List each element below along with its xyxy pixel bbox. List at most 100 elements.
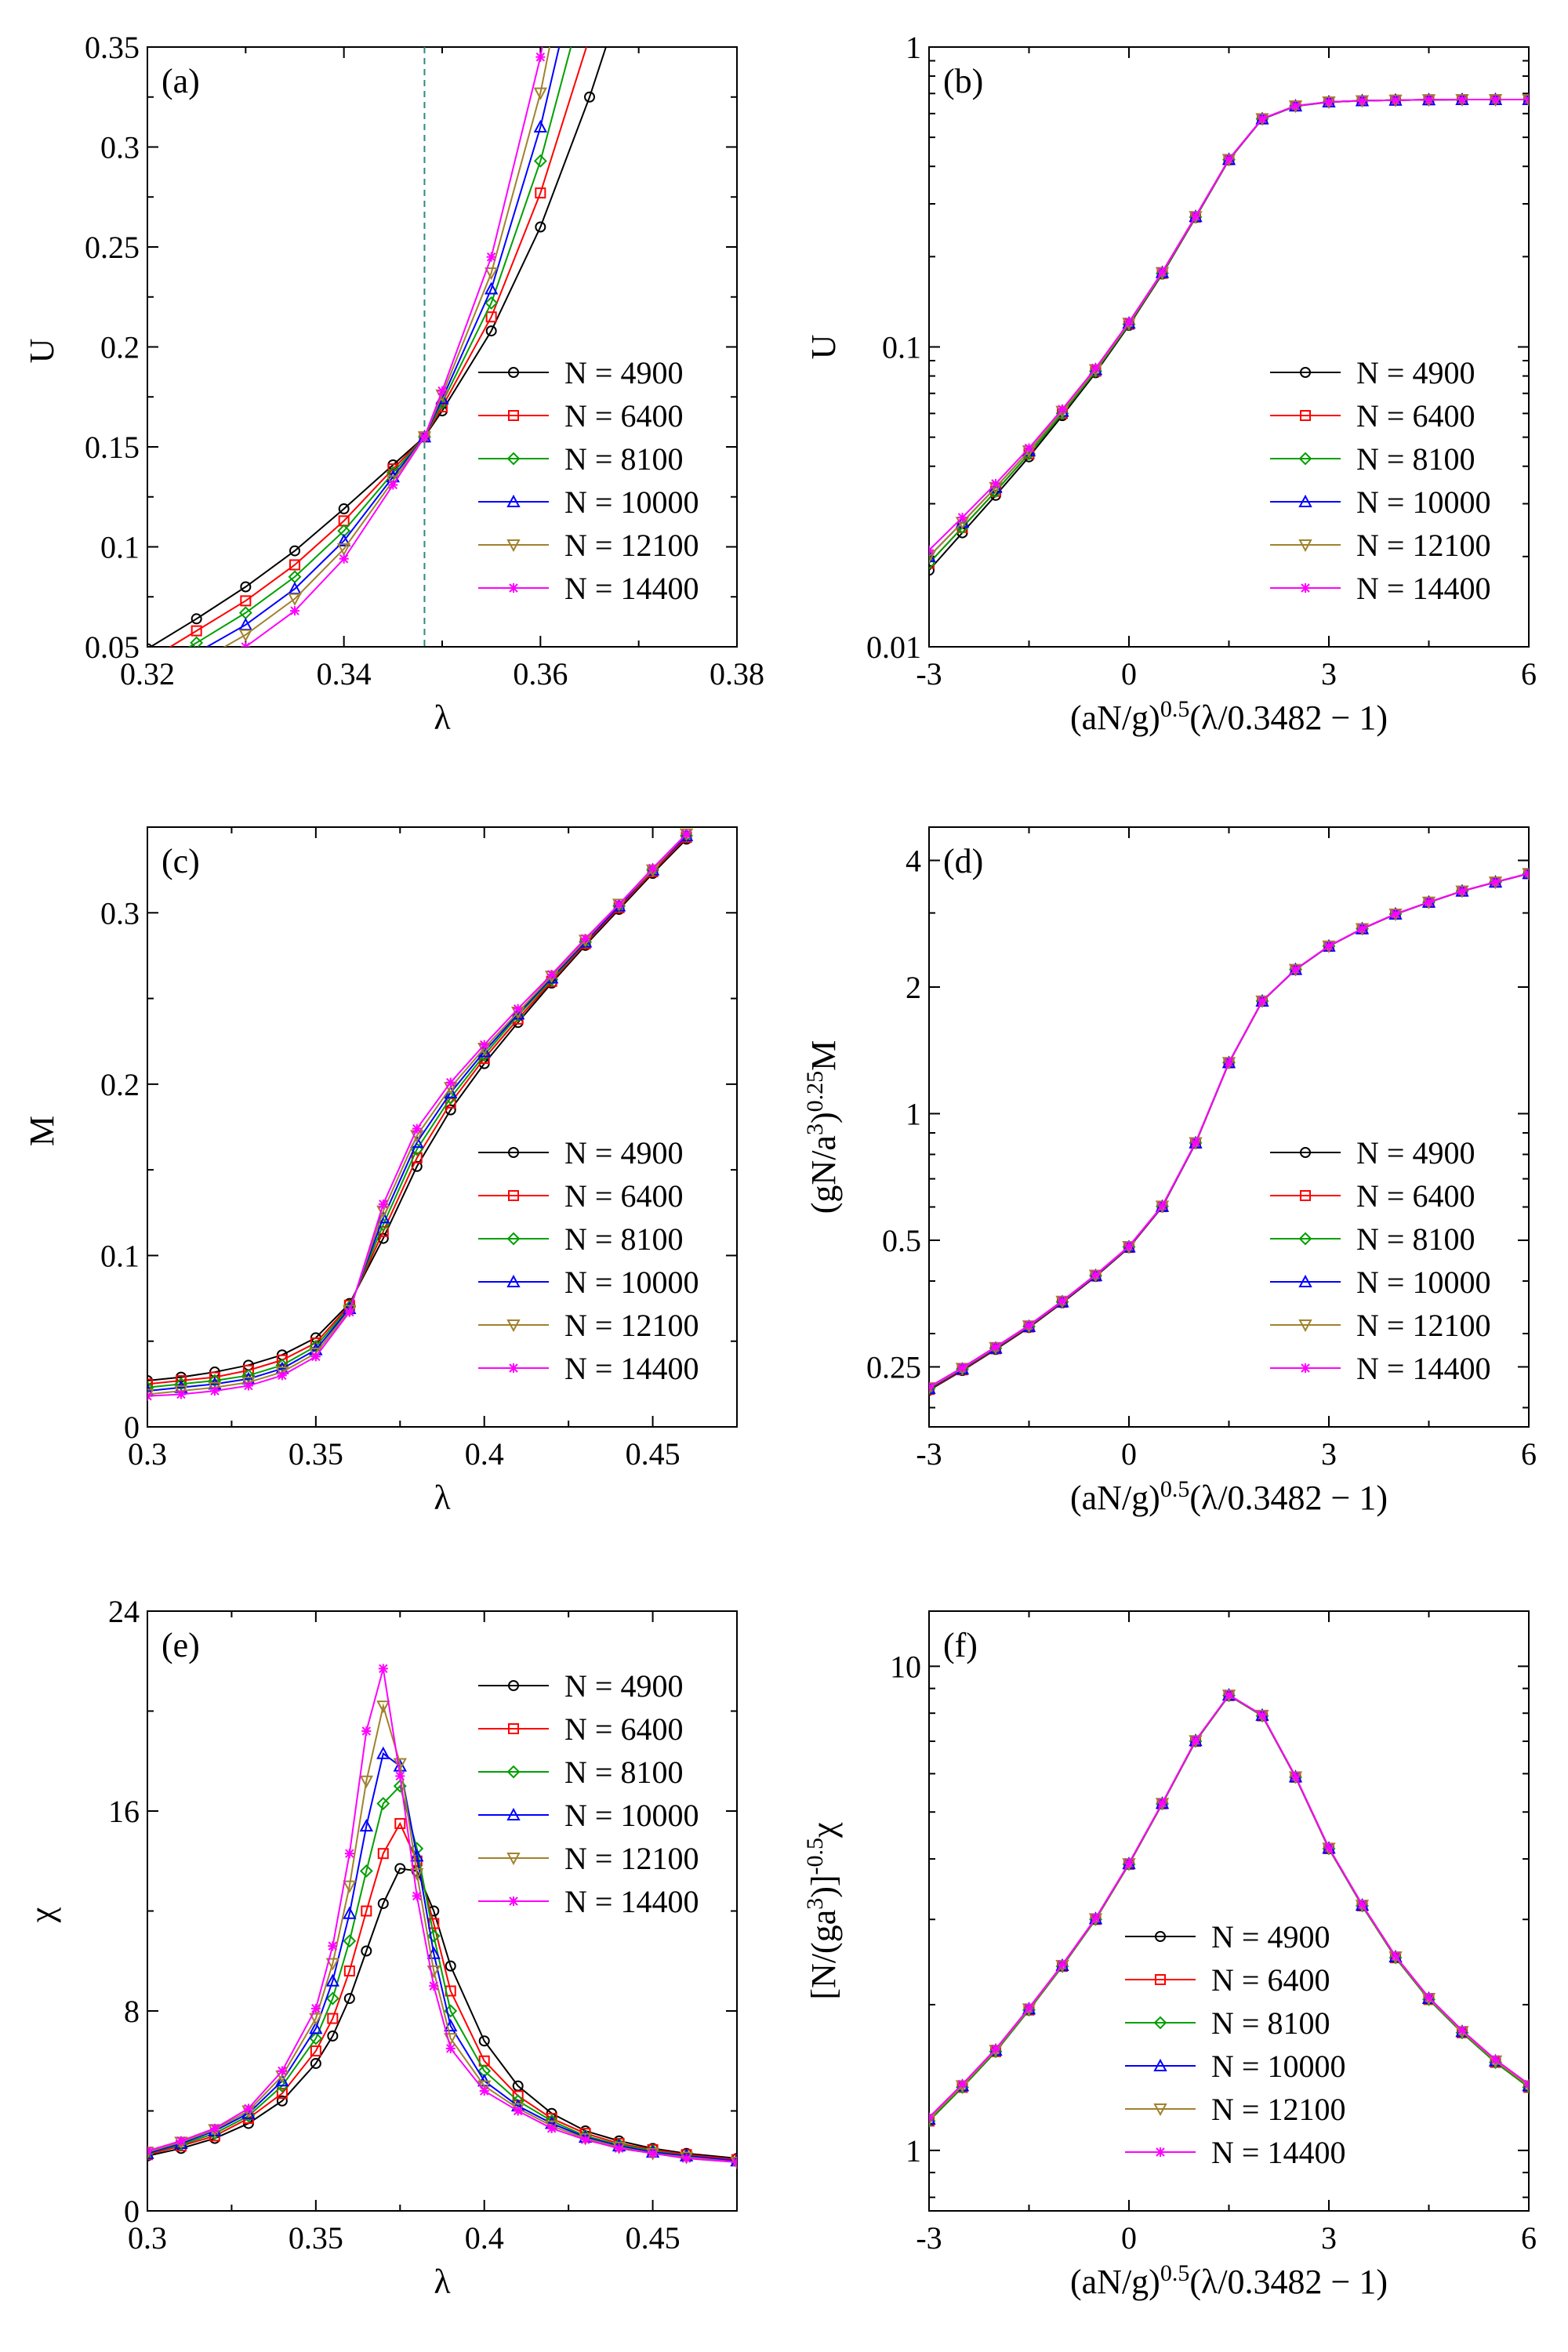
data-point (584, 91, 595, 103)
y-tick-label: 0.5 (882, 1223, 921, 1258)
panel-label: (d) (943, 842, 983, 880)
y-tick-label: 0.15 (85, 430, 140, 465)
x-tick-label: 0 (1121, 1436, 1137, 1472)
data-point (209, 1386, 220, 1396)
data-point (238, 629, 253, 642)
plot-area (929, 92, 1529, 576)
legend-label: N = 12100 (564, 1841, 699, 1876)
data-point (395, 1771, 405, 1781)
data-point (1524, 95, 1529, 105)
data-point (310, 1352, 321, 1362)
legend-marker (1300, 1190, 1311, 1201)
legend-label: N = 12100 (564, 528, 699, 563)
x-tick-label: 6 (1521, 656, 1537, 691)
legend-marker (1298, 1232, 1312, 1246)
legend-label: N = 12100 (1211, 2092, 1345, 2127)
data-point (209, 2123, 220, 2133)
data-point (1024, 1320, 1034, 1330)
data-point (1224, 154, 1234, 164)
legend-label: N = 6400 (1356, 398, 1475, 434)
data-point (429, 1981, 439, 1991)
legend: N = 4900 N = 6400 N = 8100 N = 10000 N = 121… (478, 1668, 699, 1919)
data-point (310, 2003, 321, 2013)
data-point (376, 1746, 390, 1759)
data-point (1058, 1959, 1067, 1969)
data-point (1258, 1710, 1267, 1720)
legend-label: N = 8100 (1356, 441, 1475, 477)
legend-label: N = 4900 (564, 355, 683, 390)
series-line-0 (147, 1867, 737, 2160)
data-point (338, 503, 350, 515)
data-point (191, 613, 202, 625)
data-point (147, 1383, 154, 1397)
legend-marker (1300, 410, 1311, 421)
data-point (147, 1378, 153, 1390)
data-point (359, 1864, 373, 1878)
data-point (437, 386, 447, 396)
data-point (412, 1123, 422, 1134)
y-tick-label: 0.1 (882, 330, 921, 365)
legend-marker (1300, 367, 1311, 378)
y-tick-label: 8 (124, 1994, 140, 2029)
legend-marker (1301, 1363, 1310, 1373)
data-point (1490, 95, 1501, 105)
y-tick-label: 0 (124, 1410, 140, 1445)
legend-label: N = 4900 (1356, 1135, 1475, 1171)
y-tick-label: 0.35 (85, 30, 140, 65)
legend-marker (1300, 1147, 1311, 1158)
data-point (929, 550, 936, 564)
data-point (1490, 2055, 1501, 2065)
data-point (1357, 96, 1367, 106)
data-point (1224, 1690, 1234, 1700)
legend-marker (1155, 1931, 1166, 1942)
x-tick-label: 0.4 (465, 2220, 504, 2256)
data-point (339, 554, 349, 564)
x-tick-label: 3 (1321, 2220, 1337, 2256)
data-point (1457, 886, 1467, 896)
y-tick-label: 0 (124, 2194, 140, 2229)
legend-marker (1301, 583, 1310, 593)
data-point (485, 325, 497, 337)
data-point (277, 1370, 287, 1381)
data-point (1191, 1138, 1200, 1148)
x-tick-label: 0.34 (317, 656, 372, 691)
data-point (486, 252, 496, 262)
series-line-3 (205, 47, 561, 647)
x-tick-label: 0.45 (626, 1436, 681, 1472)
y-tick-label: 1 (906, 30, 921, 65)
data-point (1091, 1913, 1101, 1923)
data-point (585, 32, 594, 42)
legend-label: N = 4900 (564, 1135, 683, 1171)
data-point (535, 187, 546, 199)
data-point (328, 1941, 338, 1951)
data-point (1524, 869, 1529, 879)
x-tick-label: -3 (916, 2220, 942, 2256)
data-point (243, 2103, 253, 2114)
legend-marker (506, 1274, 521, 1287)
data-point (1424, 897, 1434, 907)
data-point (1290, 964, 1301, 975)
data-point (309, 2021, 323, 2034)
data-point (190, 636, 204, 647)
data-point (290, 606, 299, 616)
legend-label: N = 10000 (564, 1798, 699, 1833)
data-point (929, 1382, 936, 1396)
data-point (1290, 1771, 1301, 1781)
data-point (614, 2143, 624, 2154)
series-line-5 (244, 47, 543, 647)
data-point (445, 1960, 456, 1972)
data-point (192, 668, 201, 677)
legend-marker (506, 1765, 521, 1779)
legend-label: N = 4900 (1211, 1919, 1330, 1955)
data-point (411, 1152, 423, 1163)
data-point (289, 559, 300, 571)
data-point (344, 1849, 354, 1859)
y-tick-label: 24 (108, 1594, 140, 1629)
series-line-0 (147, 838, 688, 1381)
data-point (513, 2106, 523, 2116)
legend-marker (1298, 452, 1312, 466)
data-point (929, 564, 935, 576)
data-point (1124, 1858, 1134, 1868)
data-point (929, 545, 934, 555)
data-point (1324, 941, 1334, 951)
